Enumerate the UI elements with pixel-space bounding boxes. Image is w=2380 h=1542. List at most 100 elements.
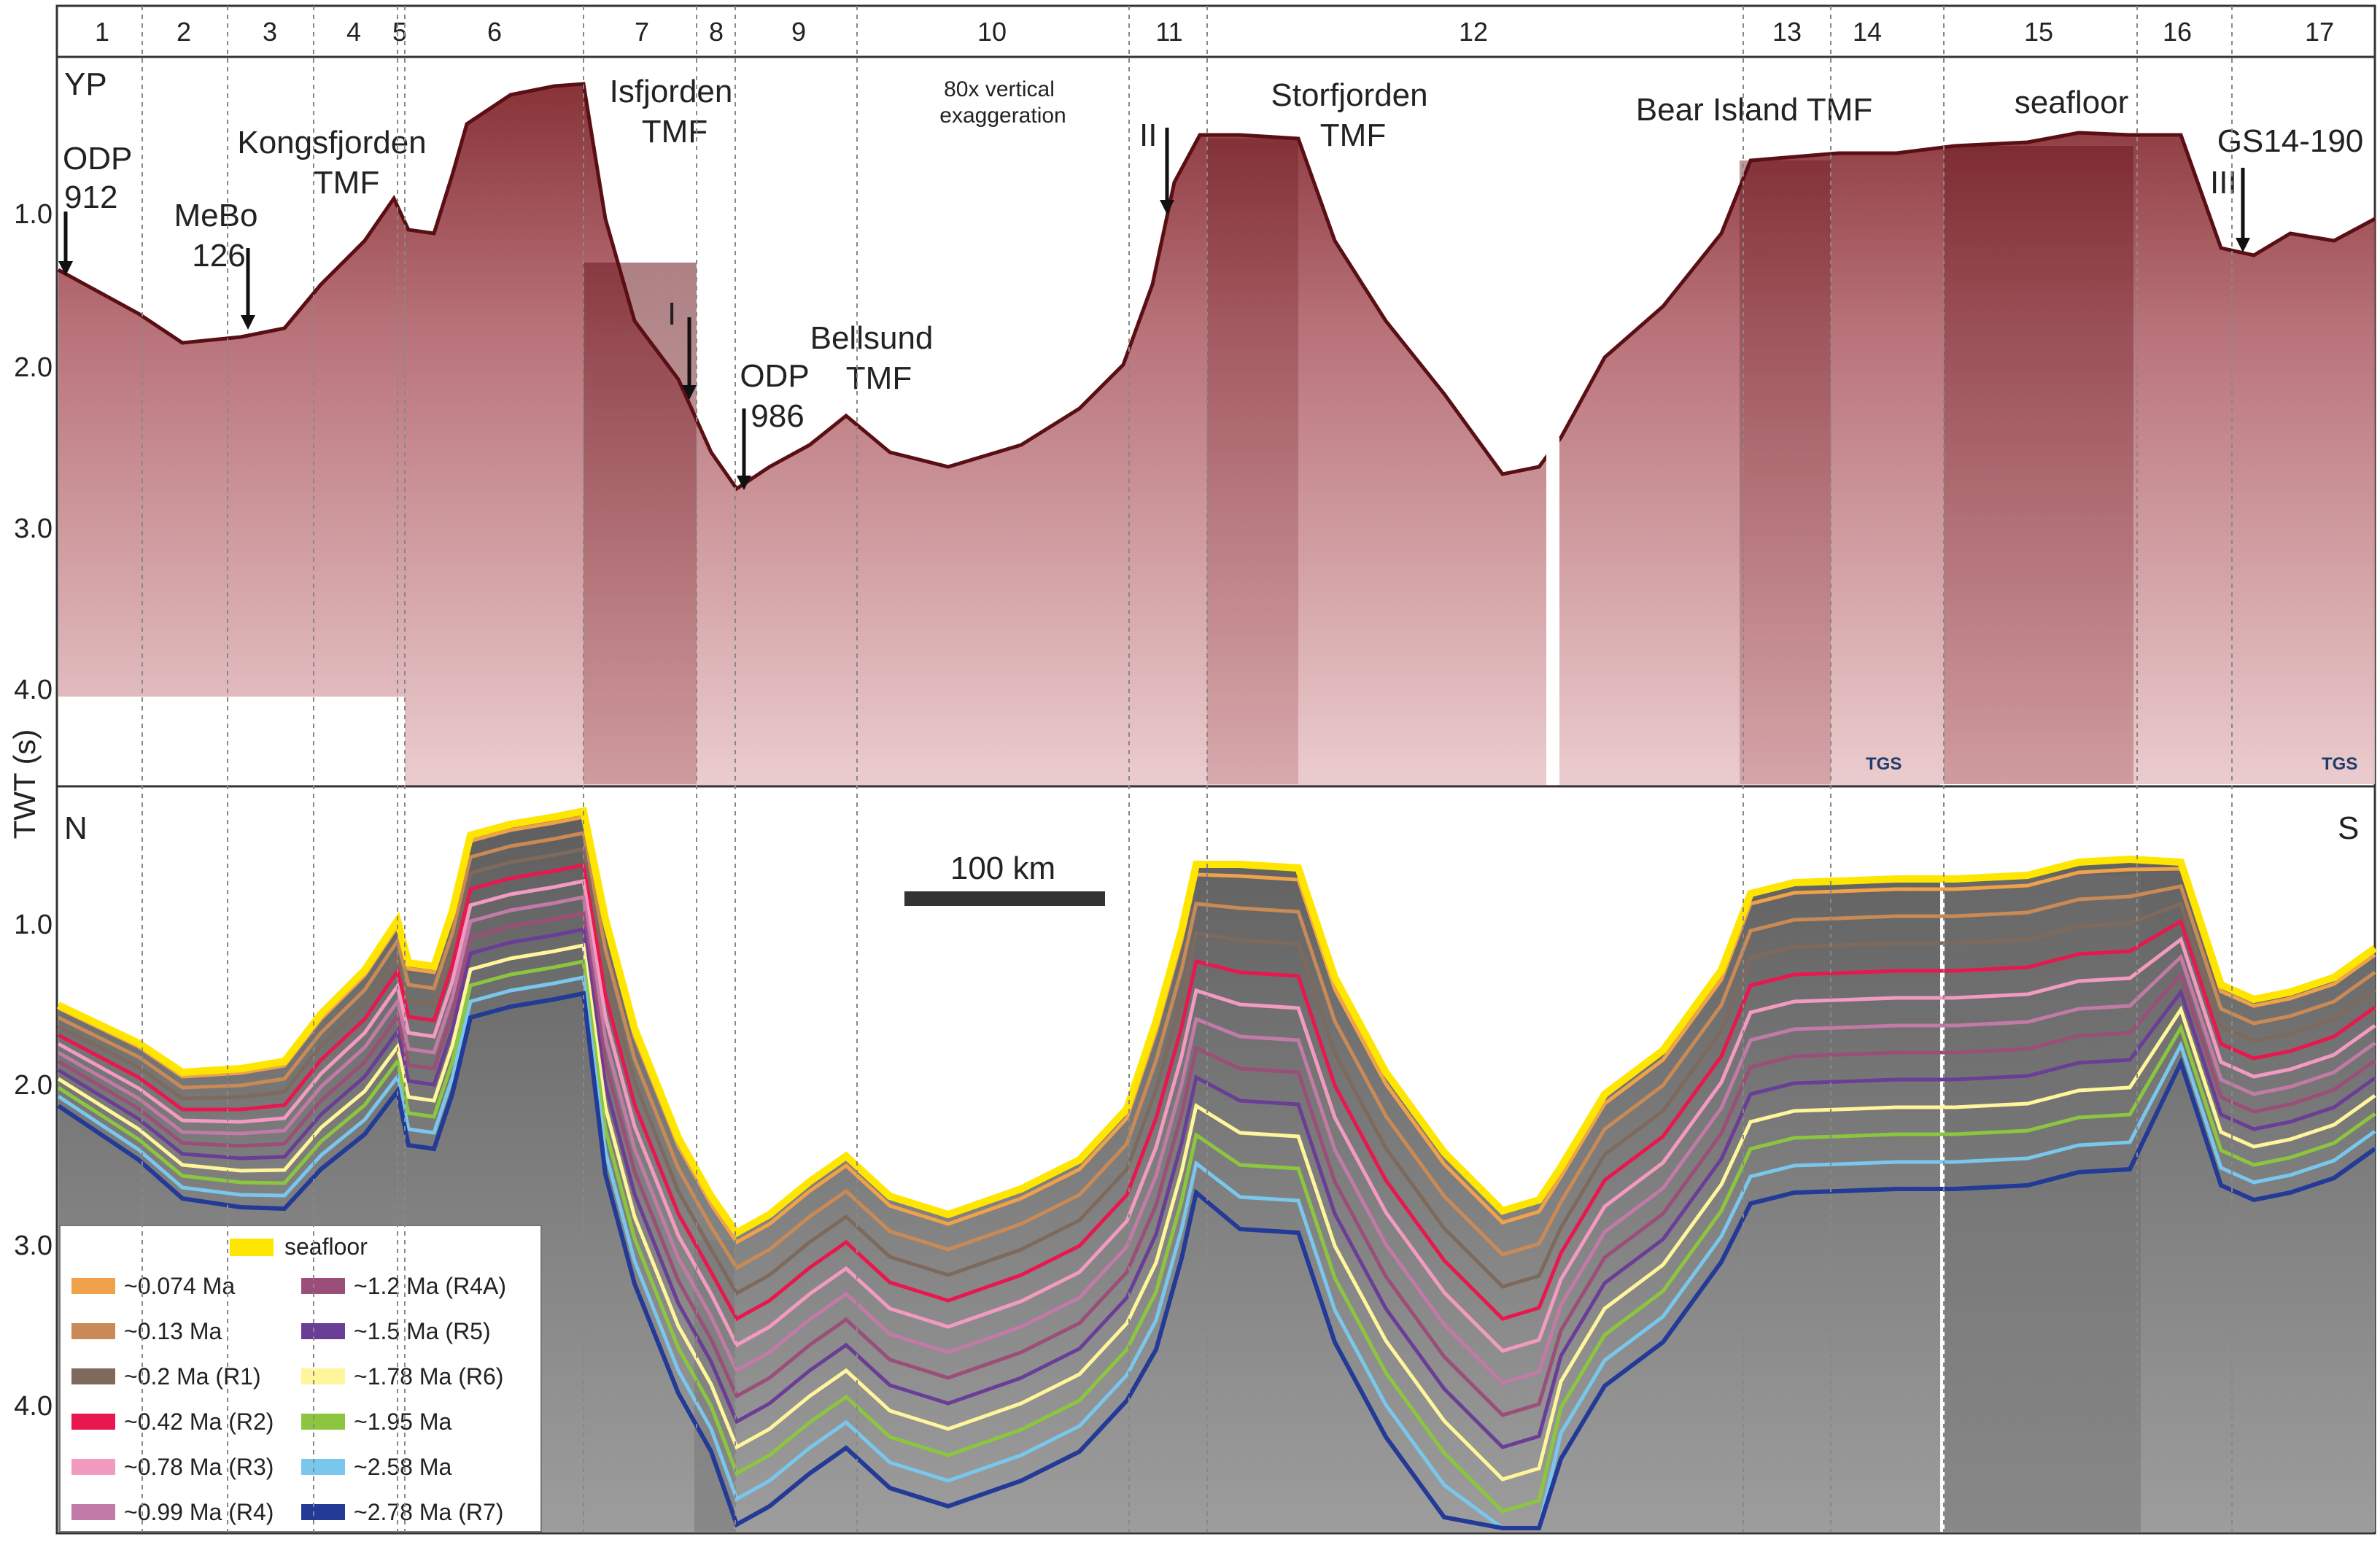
- legend-label: ~2.58 Ma: [354, 1454, 452, 1480]
- tgs-credit: TGS: [1866, 754, 1902, 774]
- marker-iii-label: III: [2210, 165, 2237, 201]
- dark-strip: [1740, 160, 1831, 784]
- segment-number: 2: [177, 17, 191, 47]
- legend-swatch: [301, 1323, 345, 1339]
- header-row: 1 2 3 4 5 6 7 8 9 10 11 12 13 14 15 16 1…: [55, 4, 2376, 58]
- y-tick: 3.0: [14, 1231, 53, 1261]
- kongsfjorden-label: TMF: [314, 165, 379, 201]
- scale-bar-label: 100 km: [950, 851, 1055, 886]
- legend-swatch: [301, 1368, 345, 1384]
- storfjorden-label: Storfjorden: [1271, 77, 1427, 113]
- dark-strip: [1944, 146, 2133, 784]
- segment-number: 5: [392, 17, 407, 47]
- arrow-head-icon: [58, 261, 73, 276]
- legend-swatch: [71, 1278, 115, 1294]
- marker-i-label: I: [667, 296, 676, 332]
- legend-swatch: [301, 1459, 345, 1475]
- segment-number: 10: [977, 17, 1007, 47]
- horizon-line: [57, 831, 2376, 1271]
- horizon-line: [57, 895, 2376, 1385]
- y-tick: 4.0: [14, 1391, 53, 1422]
- legend-label: ~0.074 Ma: [124, 1273, 235, 1299]
- isfjorden-label: TMF: [642, 114, 708, 150]
- seafloor-label: seafloor: [2015, 85, 2129, 120]
- segment-number: 9: [791, 17, 806, 47]
- y-tick: 2.0: [14, 1070, 53, 1101]
- legend-label: ~1.78 Ma (R6): [354, 1363, 503, 1390]
- legend-swatch: [71, 1459, 115, 1475]
- y-axis-label: TWT (s): [7, 729, 42, 840]
- seismic-profile-bottom: [58, 811, 2375, 1532]
- segment-number: 8: [709, 17, 724, 47]
- legend-swatch: [71, 1414, 115, 1430]
- odp986-label: ODP: [740, 358, 809, 394]
- legend-label: ~1.95 Ma: [354, 1409, 452, 1435]
- dark-strip: [1944, 875, 2141, 1532]
- bellsund-label: Bellsund: [810, 320, 934, 356]
- exaggeration-note: 80x vertical: [944, 77, 1055, 101]
- arrow-head-icon: [682, 385, 697, 400]
- arrow-head-icon: [1160, 200, 1174, 214]
- segment-number: 3: [263, 17, 277, 47]
- mebo-label: 126: [192, 238, 245, 274]
- legend-swatch: [71, 1504, 115, 1520]
- segment-number: 7: [635, 17, 649, 47]
- segment-number: 13: [1772, 17, 1802, 47]
- exaggeration-note: exaggeration: [939, 104, 1066, 128]
- bellsund-label: TMF: [846, 360, 912, 396]
- horizon-line: [57, 911, 2376, 1417]
- odp912-label: ODP: [63, 141, 132, 177]
- segment-number: 16: [2163, 17, 2192, 47]
- north-label: N: [64, 810, 88, 846]
- segment-number: 15: [2024, 17, 2053, 47]
- legend-label: ~0.13 Ma: [124, 1318, 222, 1344]
- y-tick: 1.0: [14, 199, 53, 230]
- legend-swatch: [301, 1414, 345, 1430]
- data-gap: [1546, 438, 1559, 785]
- segment-numbers: 1 2 3 4 5 6 7 8 9 10 11 12 13 14 15 16 1…: [95, 17, 2334, 47]
- top-seafloor-reflector: [57, 82, 2376, 492]
- bear-island-label: Bear Island TMF: [1636, 92, 1872, 128]
- kongsfjorden-label: Kongsfjorden: [237, 125, 426, 160]
- legend-swatch: [71, 1368, 115, 1384]
- horizon-line: [57, 959, 2376, 1514]
- legend-box: [59, 1225, 542, 1533]
- isfjorden-label: Isfjorden: [610, 74, 733, 109]
- horizon-line: [57, 863, 2376, 1322]
- legend-swatch: [301, 1278, 345, 1294]
- mebo-label: MeBo: [174, 198, 258, 233]
- top-panel: YP ODP 912 MeBo 126 Kongsfjorden TMF Isf…: [55, 55, 2376, 788]
- arrow-head-icon: [2236, 238, 2250, 252]
- legend-swatch-seafloor: [230, 1239, 274, 1256]
- marker-ii-label: II: [1139, 117, 1157, 153]
- arrow-head-icon: [737, 476, 751, 490]
- legend-label: ~1.2 Ma (R4A): [354, 1273, 506, 1299]
- dark-strip: [1207, 139, 1298, 784]
- legend-label: ~0.2 Ma (R1): [124, 1363, 261, 1390]
- horizon-line: [57, 847, 2376, 1296]
- legend-label: ~0.99 Ma (R4): [124, 1499, 274, 1525]
- y-tick: 2.0: [14, 352, 53, 383]
- legend: seafloor ~0.074 Ma ~0.13 Ma ~0.2 Ma (R1) ~0…: [59, 1225, 542, 1533]
- segment-number: 4: [346, 17, 361, 47]
- seafloor-horizon: [56, 807, 2377, 1238]
- scale-bar: [904, 891, 1105, 906]
- legend-label: ~0.42 Ma (R2): [124, 1409, 274, 1435]
- horizon-line: [57, 975, 2376, 1530]
- arrow-head-icon: [241, 315, 255, 330]
- legend-label: ~2.78 Ma (R7): [354, 1499, 503, 1525]
- legend-label: ~0.78 Ma (R3): [124, 1454, 274, 1480]
- y-tick: 1.0: [14, 910, 53, 940]
- tgs-credit: TGS: [2322, 754, 2357, 774]
- segment-number: 17: [2305, 17, 2334, 47]
- south-label: S: [2338, 810, 2359, 846]
- legend-label-seafloor: seafloor: [284, 1233, 368, 1260]
- horizon-line: [57, 991, 2376, 1530]
- horizon-line: [57, 943, 2376, 1481]
- horizon-line: [57, 927, 2376, 1449]
- segment-number: 1: [95, 17, 109, 47]
- odp986-label: 986: [751, 398, 804, 434]
- segment-number: 6: [487, 17, 502, 47]
- horizon-line: [57, 879, 2376, 1353]
